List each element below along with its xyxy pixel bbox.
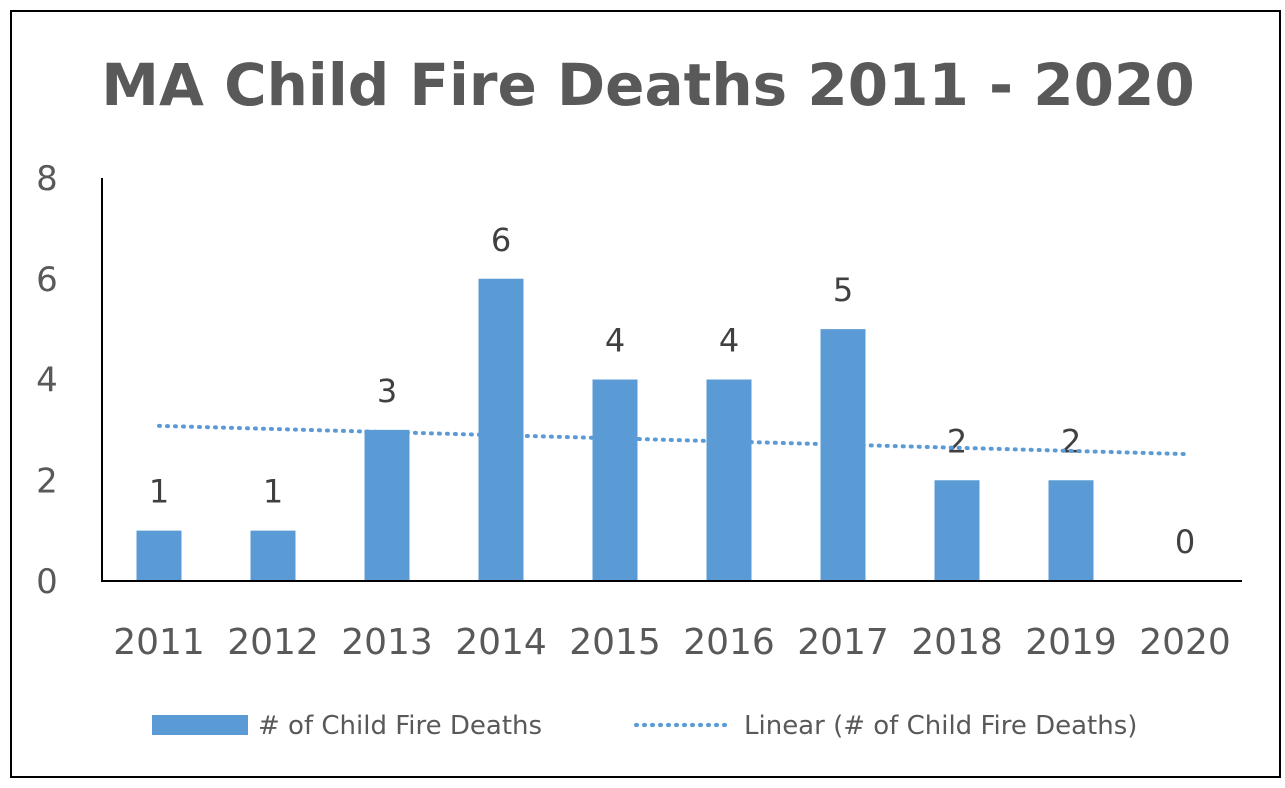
data-label: 0 xyxy=(1175,523,1195,561)
y-axis-ticks: 0 2 4 6 8 xyxy=(36,159,58,602)
data-labels: 1 1 3 6 4 4 5 2 2 0 xyxy=(149,221,1195,561)
data-label: 3 xyxy=(377,372,397,410)
y-tick-label: 4 xyxy=(36,361,58,401)
data-label: 4 xyxy=(719,322,739,360)
x-tick-label: 2015 xyxy=(569,622,661,663)
bar xyxy=(592,379,638,581)
x-tick-label: 2012 xyxy=(227,622,319,663)
trendline xyxy=(157,423,1187,457)
bar xyxy=(706,379,752,581)
data-label: 5 xyxy=(833,271,853,309)
x-tick-label: 2019 xyxy=(1025,622,1117,663)
data-label: 1 xyxy=(149,473,169,511)
chart-frame xyxy=(10,10,1281,778)
x-tick-label: 2013 xyxy=(341,622,433,663)
x-tick-label: 2018 xyxy=(911,622,1003,663)
x-tick-label: 2014 xyxy=(455,622,547,663)
bar xyxy=(820,329,866,581)
y-tick-label: 0 xyxy=(36,562,58,602)
data-label: 6 xyxy=(491,221,511,259)
data-label: 4 xyxy=(605,322,625,360)
bar xyxy=(136,530,182,581)
x-axis-ticks: 2011 2012 2013 2014 2015 2016 2017 2018 2019 2020 xyxy=(113,622,1231,663)
trendline-group xyxy=(157,423,1187,457)
bar-series xyxy=(136,278,1094,581)
bar xyxy=(364,429,410,581)
data-label: 2 xyxy=(947,422,967,460)
legend-bar-label: # of Child Fire Deaths xyxy=(258,711,542,741)
bar xyxy=(934,480,980,581)
x-tick-label: 2016 xyxy=(683,622,775,663)
axes xyxy=(101,178,1242,582)
y-tick-label: 2 xyxy=(36,461,58,501)
x-tick-label: 2011 xyxy=(113,622,205,663)
legend-trendline-label: Linear (# of Child Fire Deaths) xyxy=(744,711,1137,741)
legend-bar-swatch xyxy=(152,715,248,735)
bar xyxy=(1048,480,1094,581)
x-tick-label: 2020 xyxy=(1139,622,1231,663)
legend: # of Child Fire Deaths Linear (# of Chil… xyxy=(152,711,1137,741)
y-tick-label: 6 xyxy=(36,260,58,300)
data-label: 2 xyxy=(1061,422,1081,460)
x-tick-label: 2017 xyxy=(797,622,889,663)
bar xyxy=(478,278,524,581)
data-label: 1 xyxy=(263,473,283,511)
bar xyxy=(250,530,296,581)
chart-title: MA Child Fire Deaths 2011 - 2020 xyxy=(101,51,1194,119)
y-tick-label: 8 xyxy=(36,159,58,199)
